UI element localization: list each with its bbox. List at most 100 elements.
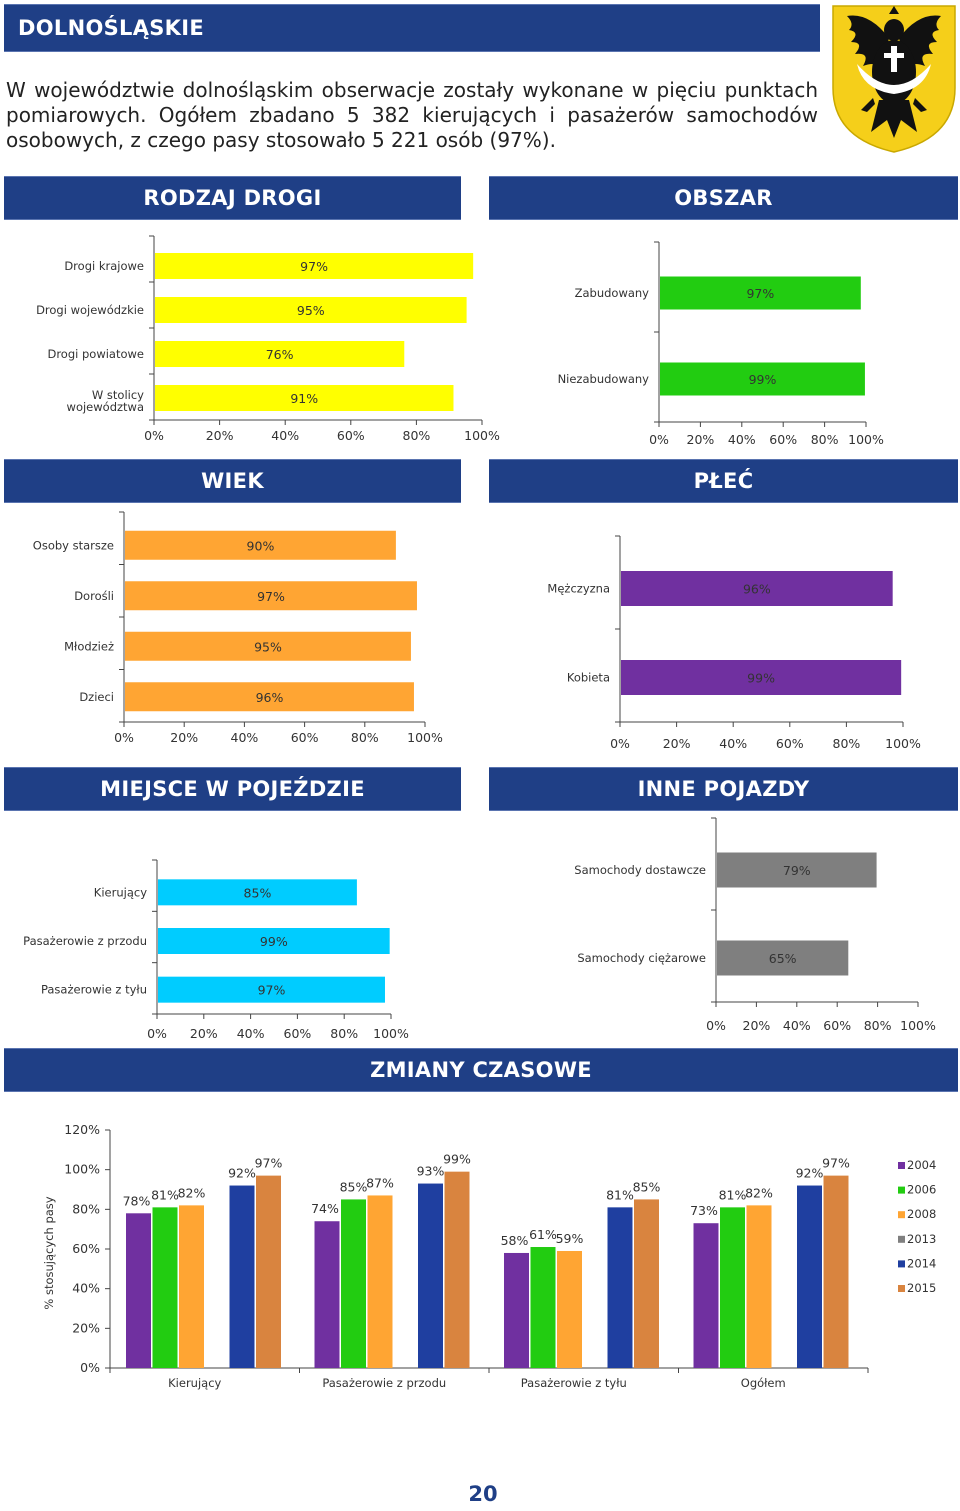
x-tick-label: 0% — [114, 730, 134, 745]
legend-label: 2014 — [907, 1256, 936, 1270]
x-tick-label: 60% — [769, 432, 797, 447]
section-title-road-type: RODZAJ DROGI — [143, 186, 322, 210]
bar — [660, 362, 865, 396]
section-title-sex: PŁEĆ — [693, 469, 754, 493]
legend-label: 2008 — [907, 1207, 936, 1221]
bar-value-label: 87% — [366, 1175, 394, 1190]
x-tick-label: 100% — [407, 730, 443, 745]
bar-value-label: 81% — [606, 1187, 634, 1202]
bar — [823, 1175, 849, 1368]
bar-value-label: 91% — [290, 391, 318, 406]
bar — [693, 1223, 719, 1368]
category-label: Kierujący — [94, 885, 147, 899]
x-tick-label: 100% — [885, 736, 921, 751]
bar-value-label: 95% — [297, 303, 325, 318]
bar — [158, 879, 357, 906]
bar — [125, 631, 411, 661]
legend-label: 2006 — [907, 1183, 936, 1197]
y-tick-label: 40% — [72, 1281, 100, 1296]
age-chart: 0% 20% 40% 60% 80% 100% 90% Osoby starsze 97% Dor… — [33, 511, 443, 745]
y-tick-label: 100% — [64, 1162, 100, 1177]
x-tick-label: 20% — [206, 428, 234, 443]
bar-value-label: 99% — [443, 1152, 471, 1167]
bar — [797, 1185, 822, 1368]
bar — [126, 1213, 151, 1368]
bar — [717, 852, 877, 888]
bar-value-label: 96% — [743, 582, 771, 597]
x-tick-label: 60% — [776, 736, 804, 751]
section-band-seat: MIEJSCE W POJEŹDZIE — [4, 767, 461, 811]
bar — [125, 581, 417, 611]
y-tick-label: 0% — [80, 1360, 100, 1375]
category-label: Mężczyzna — [547, 582, 610, 596]
legend-swatch — [898, 1235, 905, 1243]
bar — [717, 940, 849, 976]
bar-value-label: 82% — [178, 1185, 206, 1200]
bar — [229, 1185, 255, 1368]
bar — [341, 1199, 366, 1368]
bar — [444, 1171, 470, 1368]
x-tick-label: 100% — [848, 432, 884, 447]
bar — [530, 1247, 556, 1368]
bar — [634, 1199, 659, 1368]
bar-value-label: 95% — [254, 639, 282, 654]
x-tick-label: 40% — [719, 736, 747, 751]
bar-value-label: 81% — [151, 1187, 179, 1202]
category-label: Samochody ciężarowe — [577, 951, 706, 965]
bar-value-label: 85% — [633, 1179, 661, 1194]
x-tick-label: 80% — [330, 1026, 358, 1041]
bar — [418, 1183, 443, 1368]
x-category-label: Ogółem — [741, 1376, 786, 1390]
bar — [125, 530, 396, 560]
x-tick-label: 20% — [170, 730, 198, 745]
bar-value-label: 58% — [501, 1233, 529, 1248]
bar — [155, 341, 405, 367]
section-band-sex: PŁEĆ — [489, 459, 958, 503]
x-tick-label: 20% — [190, 1026, 218, 1041]
bar-value-label: 97% — [822, 1156, 850, 1171]
x-tick-label: 100% — [900, 1018, 936, 1033]
bar-value-label: 65% — [769, 951, 797, 966]
x-tick-label: 40% — [271, 428, 299, 443]
page-title-band: DOLNOŚLĄSKIE — [4, 4, 820, 52]
bar — [152, 1207, 178, 1368]
bar-value-label: 76% — [266, 347, 294, 362]
x-tick-label: 60% — [291, 730, 319, 745]
category-label: Pasażerowie z przodu — [23, 934, 147, 948]
bar — [557, 1250, 582, 1368]
y-tick-label: 60% — [72, 1241, 100, 1256]
road-type-chart: 0% 20% 40% 60% 80% 100% 97% Drogi krajowe 95% Dro… — [36, 235, 500, 443]
intro-paragraph: W województwie dolnośląskim obserwacje z… — [6, 78, 818, 152]
x-tick-label: 0% — [706, 1018, 726, 1033]
bar — [155, 253, 474, 279]
y-tick-label: 20% — [72, 1320, 100, 1335]
category-label: Osoby starsze — [33, 538, 114, 552]
category-label: Pasażerowie z tyłu — [41, 983, 147, 997]
bar — [155, 385, 454, 411]
section-title-area: OBSZAR — [674, 186, 773, 210]
legend-label: 2004 — [907, 1158, 936, 1172]
category-label: Dzieci — [79, 690, 114, 704]
bar-value-label: 82% — [745, 1185, 773, 1200]
x-tick-label: 40% — [783, 1018, 811, 1033]
area-chart: 0% 20% 40% 60% 80% 100% 97% Zabudowany 99% Niezab… — [558, 241, 884, 447]
x-category-label: Pasażerowie z tyłu — [521, 1376, 627, 1390]
legend-label: 2013 — [907, 1232, 936, 1246]
x-tick-label: 80% — [864, 1018, 892, 1033]
x-tick-label: 20% — [743, 1018, 771, 1033]
x-tick-label: 40% — [728, 432, 756, 447]
bar-value-label: 61% — [529, 1227, 557, 1242]
legend-swatch — [898, 1186, 905, 1194]
bar — [155, 297, 467, 323]
category-label: Niezabudowany — [558, 372, 650, 386]
legend-swatch — [898, 1211, 905, 1219]
section-title-other-vehicles: INNE POJAZDY — [637, 777, 810, 801]
bar-value-label: 79% — [783, 863, 811, 878]
x-tick-label: 0% — [147, 1026, 167, 1041]
bar-value-label: 85% — [244, 885, 272, 900]
x-category-label: Pasażerowie z przodu — [322, 1376, 446, 1390]
bar-value-label: 99% — [749, 372, 777, 387]
bar — [158, 976, 385, 1003]
section-title-time-changes: ZMIANY CZASOWE — [370, 1058, 592, 1082]
x-tick-label: 80% — [403, 428, 431, 443]
